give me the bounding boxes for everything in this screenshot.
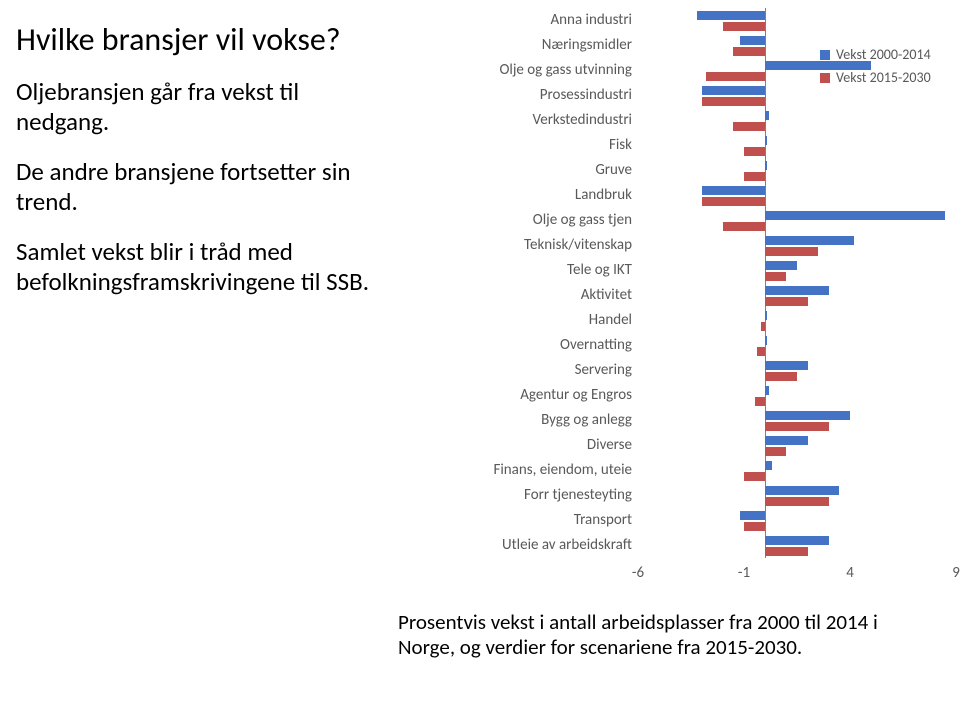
chart-category-label: Næringsmidler: [398, 38, 632, 53]
bar-2000-2014: [765, 111, 769, 120]
chart-category-label: Prosessindustri: [398, 88, 632, 103]
bar-2000-2014: [765, 136, 767, 145]
chart-plot-region: -6-149: [638, 8, 956, 588]
chart-category-label: Servering: [398, 363, 632, 378]
bar-2015-2030: [765, 497, 829, 506]
chart-category-label: Olje og gass utvinning: [398, 63, 632, 78]
chart-category-label: Anna industri: [398, 13, 632, 28]
bar-2015-2030: [744, 172, 765, 181]
bar-2000-2014: [765, 161, 767, 170]
bar-2015-2030: [744, 147, 765, 156]
bar-2015-2030: [744, 522, 765, 531]
bar-2015-2030: [733, 47, 765, 56]
bar-2000-2014: [765, 211, 945, 220]
chart-category-label: Tele og IKT: [398, 263, 632, 278]
chart-category-label: Forr tjenesteyting: [398, 488, 632, 503]
paragraph-3: Samlet vekst blir i tråd med befolknings…: [16, 237, 386, 297]
bar-2015-2030: [702, 197, 766, 206]
bar-2000-2014: [702, 186, 766, 195]
legend-item: Vekst 2000-2014: [820, 46, 960, 63]
chart-category-label: Agentur og Engros: [398, 388, 632, 403]
chart-x-tick: 4: [846, 564, 854, 582]
bar-2015-2030: [733, 122, 765, 131]
bar-2000-2014: [697, 11, 765, 20]
chart-category-label: Bygg og anlegg: [398, 413, 632, 428]
bar-2015-2030: [765, 297, 807, 306]
bar-2000-2014: [765, 461, 771, 470]
bar-2000-2014: [765, 361, 807, 370]
bar-2015-2030: [761, 322, 765, 331]
bar-2015-2030: [765, 372, 797, 381]
chart-category-label: Landbruk: [398, 188, 632, 203]
bar-2015-2030: [723, 222, 765, 231]
chart-x-tick: -1: [738, 564, 750, 582]
chart-category-label: Fisk: [398, 138, 632, 153]
left-column: Hvilke bransjer vil vokse? Oljebransjen …: [16, 20, 386, 317]
slide: Hvilke bransjer vil vokse? Oljebransjen …: [0, 0, 960, 718]
chart-category-label: Diverse: [398, 438, 632, 453]
chart-category-label: Utleie av arbeidskraft: [398, 538, 632, 553]
bar-2015-2030: [757, 347, 765, 356]
chart-category-label: Handel: [398, 313, 632, 328]
bar-2015-2030: [723, 22, 765, 31]
bar-2000-2014: [740, 511, 765, 520]
bar-2000-2014: [765, 311, 767, 320]
bar-2015-2030: [765, 272, 786, 281]
bar-2000-2014: [765, 336, 767, 345]
chart-zero-line: [765, 8, 766, 558]
chart-category-label: Verkstedindustri: [398, 113, 632, 128]
chart-category-label: Transport: [398, 513, 632, 528]
bar-2000-2014: [765, 436, 807, 445]
chart-caption: Prosentvis vekst i antall arbeidsplasser…: [398, 610, 938, 660]
chart-legend: Vekst 2000-2014 Vekst 2015-2030: [820, 46, 960, 92]
chart-x-tick: -6: [632, 564, 644, 582]
bar-2000-2014: [765, 536, 829, 545]
paragraph-2: De andre bransjene fortsetter sin trend.: [16, 157, 386, 217]
bar-2000-2014: [765, 286, 829, 295]
legend-swatch: [820, 73, 830, 83]
chart-category-label: Gruve: [398, 163, 632, 178]
legend-label: Vekst 2015-2030: [836, 69, 931, 86]
bar-2000-2014: [765, 386, 769, 395]
bar-2000-2014: [702, 86, 766, 95]
bar-2000-2014: [765, 486, 839, 495]
chart-category-label: Olje og gass tjen: [398, 213, 632, 228]
bar-2015-2030: [765, 422, 829, 431]
bar-2015-2030: [744, 472, 765, 481]
bar-2015-2030: [765, 547, 807, 556]
slide-title: Hvilke bransjer vil vokse?: [16, 20, 386, 59]
bar-2015-2030: [765, 247, 818, 256]
chart-category-label: Overnatting: [398, 338, 632, 353]
bar-2000-2014: [765, 261, 797, 270]
bar-2015-2030: [755, 397, 766, 406]
chart-x-tick: 9: [952, 564, 960, 582]
bar-2000-2014: [765, 411, 850, 420]
legend-item: Vekst 2015-2030: [820, 69, 960, 86]
legend-label: Vekst 2000-2014: [836, 46, 931, 63]
legend-swatch: [820, 50, 830, 60]
bar-2000-2014: [765, 236, 854, 245]
chart-y-labels: Anna industri Næringsmidler Olje og gass u…: [398, 8, 638, 588]
paragraph-1: Oljebransjen går fra vekst til nedgang.: [16, 77, 386, 137]
bar-2015-2030: [702, 97, 766, 106]
chart: Anna industri Næringsmidler Olje og gass u…: [398, 0, 960, 600]
bar-2000-2014: [740, 36, 765, 45]
chart-category-label: Teknisk/vitenskap: [398, 238, 632, 253]
chart-category-label: Aktivitet: [398, 288, 632, 303]
bar-2015-2030: [765, 447, 786, 456]
bar-2015-2030: [706, 72, 765, 81]
chart-category-label: Finans, eiendom, uteie: [398, 463, 632, 478]
